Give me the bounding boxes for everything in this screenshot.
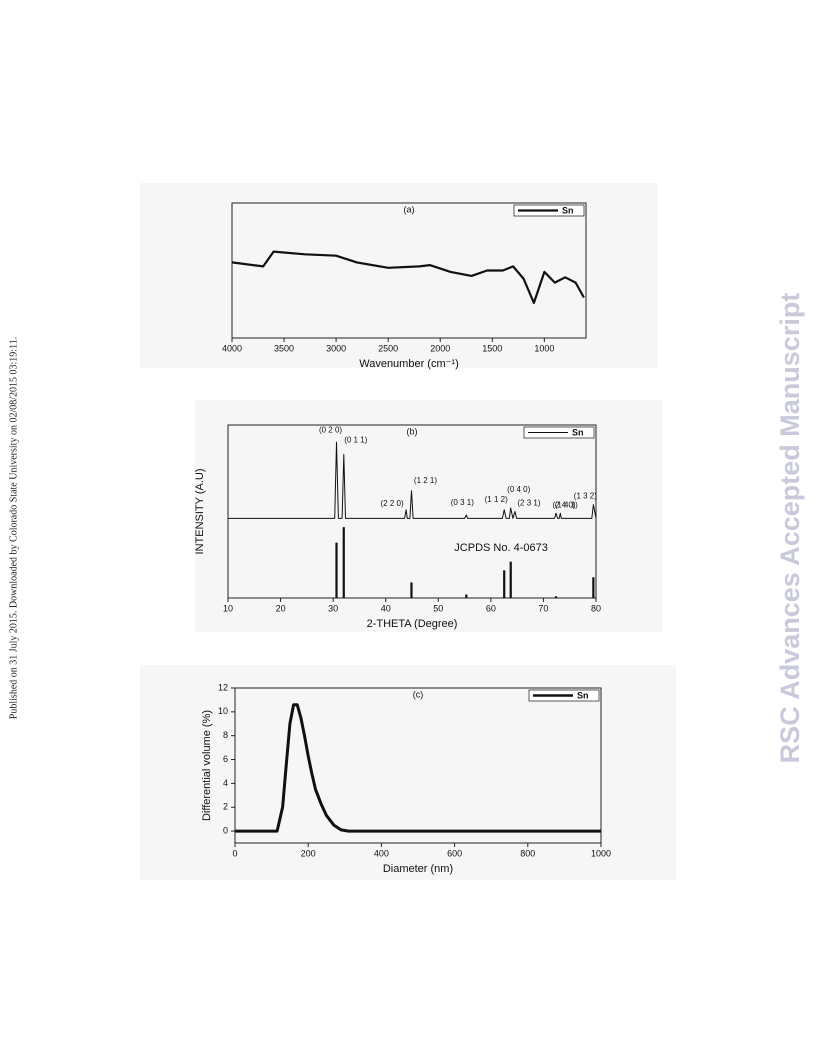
data-line [228, 441, 597, 519]
plot-frame [234, 687, 602, 844]
x-tick-label: 800 [520, 848, 535, 858]
legend-label: Sn [562, 205, 574, 215]
y-axis-label: Differential volume (%) [201, 710, 213, 821]
data-line [231, 250, 585, 304]
peak-label: (0 4 0) [507, 485, 530, 494]
plot-frame [231, 202, 587, 339]
panel-title: (b) [407, 426, 418, 436]
y-tick-label: 6 [223, 754, 228, 764]
x-axis-label: Wavenumber (cm⁻¹) [359, 358, 459, 370]
y-tick-label: 10 [218, 706, 228, 716]
peak-label: (1 1 2) [485, 495, 508, 504]
x-tick-label: 4000 [222, 343, 242, 353]
x-tick-label: 400 [374, 848, 389, 858]
peak-label: (1 4 1) [555, 500, 578, 509]
y-tick-label: 0 [223, 825, 228, 835]
peak-label: (2 2 0) [380, 499, 403, 508]
watermark: RSC Advances Accepted Manuscript [775, 293, 805, 764]
x-tick-label: 60 [486, 603, 496, 613]
x-tick-label: 30 [328, 603, 338, 613]
x-axis-label: Diameter (nm) [383, 863, 453, 875]
peak-label: (0 1 1) [344, 436, 367, 445]
publication-note: Published on 31 July 2015. Downloaded by… [8, 337, 19, 719]
data-line [235, 703, 601, 833]
y-tick-label: 2 [223, 802, 228, 812]
y-tick-label: 12 [218, 682, 228, 692]
x-tick-label: 70 [538, 603, 548, 613]
x-tick-label: 1000 [591, 848, 611, 858]
x-tick-label: 3000 [326, 343, 346, 353]
panel-b [195, 400, 662, 632]
x-tick-label: 1000 [534, 343, 554, 353]
x-tick-label: 40 [381, 603, 391, 613]
x-tick-label: 3500 [274, 343, 294, 353]
peak-label: (1 3 2) [574, 492, 597, 501]
x-tick-label: 50 [433, 603, 443, 613]
x-axis-label: 2-THETA (Degree) [367, 618, 458, 630]
x-tick-label: 20 [276, 603, 286, 613]
x-tick-label: 1500 [482, 343, 502, 353]
x-tick-label: 0 [232, 848, 237, 858]
x-tick-label: 200 [301, 848, 316, 858]
peak-label: (2 4 0) [552, 500, 575, 509]
peak-label: (2 3 1) [517, 499, 540, 508]
peak-label: (0 3 1) [451, 498, 474, 507]
y-tick-label: 8 [223, 730, 228, 740]
y-tick-label: 4 [223, 778, 228, 788]
y-axis-label: INTENSITY (A.U) [194, 469, 206, 555]
legend-label: Sn [572, 427, 584, 437]
panel-title: (c) [413, 689, 424, 699]
peak-label: (1 2 1) [414, 476, 437, 485]
x-tick-label: 2500 [378, 343, 398, 353]
panel-title: (a) [404, 204, 415, 214]
x-tick-label: 80 [591, 603, 601, 613]
x-tick-label: 2000 [430, 343, 450, 353]
x-tick-label: 10 [223, 603, 233, 613]
legend-label: Sn [577, 690, 589, 700]
x-tick-label: 600 [447, 848, 462, 858]
reference-label: JCPDS No. 4-0673 [454, 542, 548, 554]
peak-label: (0 2 0) [319, 425, 342, 434]
